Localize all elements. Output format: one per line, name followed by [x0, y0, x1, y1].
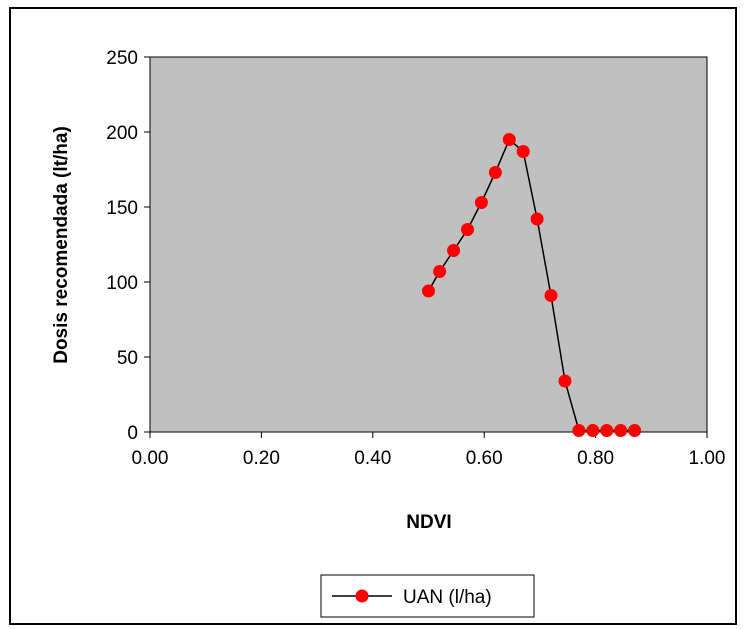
- y-tick-label: 150: [106, 198, 138, 219]
- data-point: [614, 424, 628, 437]
- data-point: [572, 424, 586, 437]
- data-point: [460, 223, 474, 236]
- legend: UAN (l/ha): [320, 574, 535, 618]
- data-point: [586, 424, 600, 437]
- data-point: [600, 424, 614, 437]
- data-point: [422, 284, 435, 298]
- y-tick-label: 200: [106, 123, 138, 144]
- y-tick-labels: 0 50 100 150 200 250: [106, 48, 138, 444]
- y-tick-label: 0: [127, 423, 138, 444]
- data-point: [628, 424, 642, 437]
- data-point: [502, 133, 516, 146]
- x-tick-label: 0.40: [354, 448, 391, 469]
- y-tick-label: 50: [117, 348, 138, 369]
- x-tick-label: 0.20: [243, 448, 280, 469]
- data-point: [530, 212, 544, 226]
- data-point: [447, 244, 461, 257]
- x-tick-label: 0.60: [466, 448, 503, 469]
- x-tick-labels: 0.00 0.20 0.40 0.60 0.80 1.00: [132, 448, 726, 469]
- x-tick-label: 0.00: [132, 448, 169, 469]
- data-point: [558, 374, 572, 388]
- series-group: [422, 133, 642, 437]
- y-tick-label: 100: [106, 273, 138, 294]
- plot-area: [149, 56, 708, 433]
- legend-label: UAN (l/ha): [403, 587, 492, 608]
- data-point: [516, 145, 530, 158]
- legend-marker-swatch: [355, 589, 369, 603]
- x-tick-label: 0.80: [577, 448, 614, 469]
- y-tick-label: 250: [106, 48, 138, 69]
- data-point: [544, 289, 558, 302]
- x-tick-label: 1.00: [689, 448, 726, 469]
- series-line: [427, 138, 635, 432]
- x-axis-title: NDVI: [406, 512, 451, 533]
- data-point: [433, 265, 447, 278]
- y-axis-title: Dosis recomendada (lt/ha): [51, 126, 72, 364]
- data-point: [488, 166, 502, 179]
- axes: [144, 56, 708, 438]
- data-point: [474, 196, 488, 209]
